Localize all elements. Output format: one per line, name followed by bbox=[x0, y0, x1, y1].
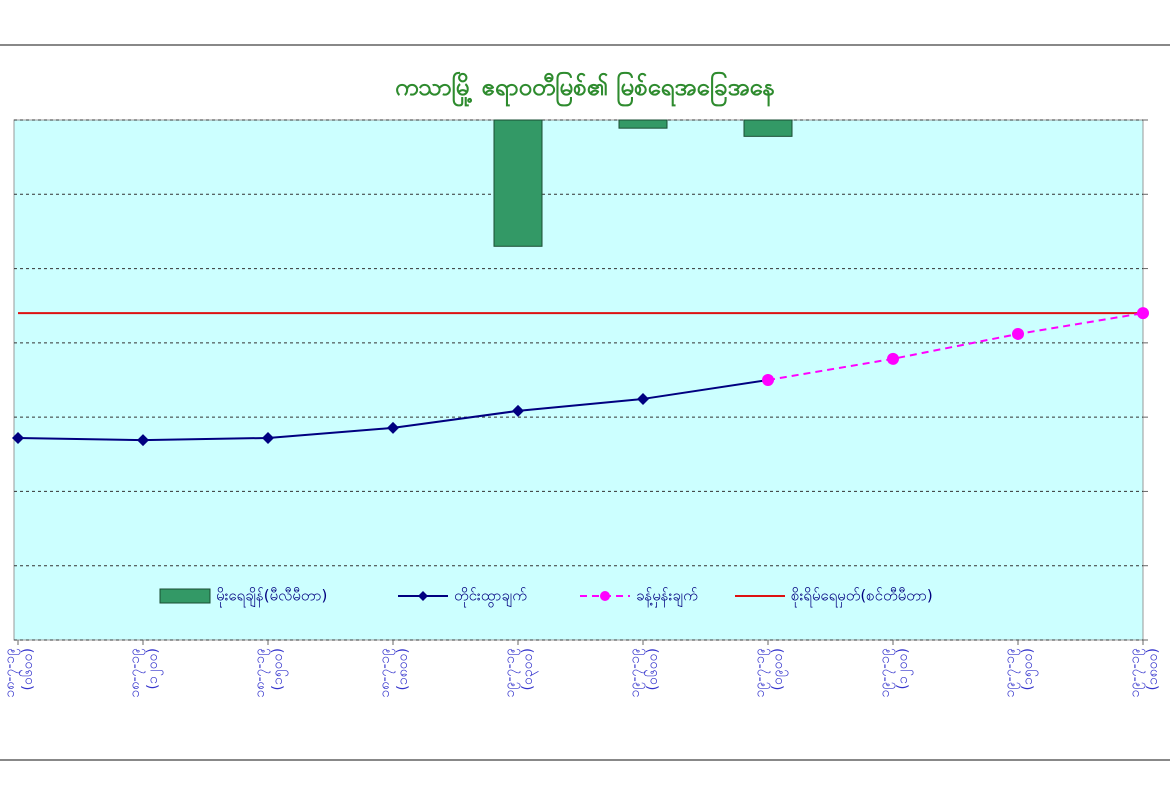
chart-title: ကသာမြို့ ဧရာဝတီမြစ်၏ မြစ်ရေအခြေအနေ bbox=[395, 71, 775, 107]
point bbox=[512, 404, 524, 417]
point bbox=[137, 434, 149, 447]
legend-marker bbox=[418, 591, 428, 601]
point bbox=[887, 352, 899, 365]
x-tick-label: ၁၈-၇-၁၉ bbox=[252, 648, 270, 698]
plot-area bbox=[13, 119, 1144, 641]
x-tick-label: (၀၃၀၀) bbox=[520, 648, 538, 690]
x-tick-label: ၁၈-၇-၁၉ bbox=[127, 648, 145, 698]
point bbox=[762, 374, 774, 386]
x-tick-label: (၁၅၀၀) bbox=[270, 648, 288, 690]
x-tick-label: ၁၉-၇-၁၉ bbox=[877, 648, 895, 698]
x-tick-label: (၀၆၀၀) bbox=[20, 648, 36, 690]
legend-marker bbox=[600, 591, 610, 601]
x-tick-label: (၁၂၀၀) bbox=[145, 648, 163, 689]
legend-label: စိုးရိမ်ရေမှတ်(စင်တီမီတာ) bbox=[791, 587, 933, 608]
x-tick-label: (၁၅၀၀) bbox=[1020, 648, 1038, 690]
point bbox=[637, 392, 649, 405]
x-tick-label: ၁၉-၇-၁၉ bbox=[1127, 648, 1145, 698]
forecast-line bbox=[767, 312, 1144, 381]
x-tick-label: ၁၉-၇-၁၉ bbox=[627, 648, 645, 698]
point bbox=[1137, 307, 1149, 320]
x-tick-label: ၁၈-၇-၁၉ bbox=[377, 648, 395, 698]
legend-label: ခန့်မှန်းချက် bbox=[636, 587, 698, 608]
rain-bar bbox=[743, 119, 793, 137]
x-tick-label: ၁၉-၇-၁၉ bbox=[1002, 648, 1020, 698]
legend-label: တိုင်းထွာချက် bbox=[454, 587, 527, 608]
x-tick-label: (၀၉၀၀) bbox=[770, 648, 788, 690]
x-tick-label: (၁၂၀၀) bbox=[895, 648, 913, 689]
rain-bar bbox=[618, 119, 668, 129]
x-tick-label: (၁၈၀၀) bbox=[395, 648, 411, 691]
rain-bar bbox=[493, 119, 543, 247]
point bbox=[12, 431, 24, 444]
x-tick-label: (၀၆၀၀) bbox=[645, 648, 661, 690]
point bbox=[387, 421, 399, 434]
point bbox=[1012, 327, 1024, 340]
point bbox=[262, 431, 274, 444]
x-tick-label: (၁၈၀၀) bbox=[1145, 648, 1161, 691]
x-tick-label: ၁၈-၇-၁၉ bbox=[2, 648, 20, 698]
legend-swatch bbox=[159, 588, 211, 604]
x-tick-label: ၁၉-၇-၁၉ bbox=[502, 648, 520, 698]
legend-label: မိုးရေချိန်(မီလီမီတာ) bbox=[216, 587, 327, 608]
x-tick-label: ၁၉-၇-၁၉ bbox=[752, 648, 770, 698]
